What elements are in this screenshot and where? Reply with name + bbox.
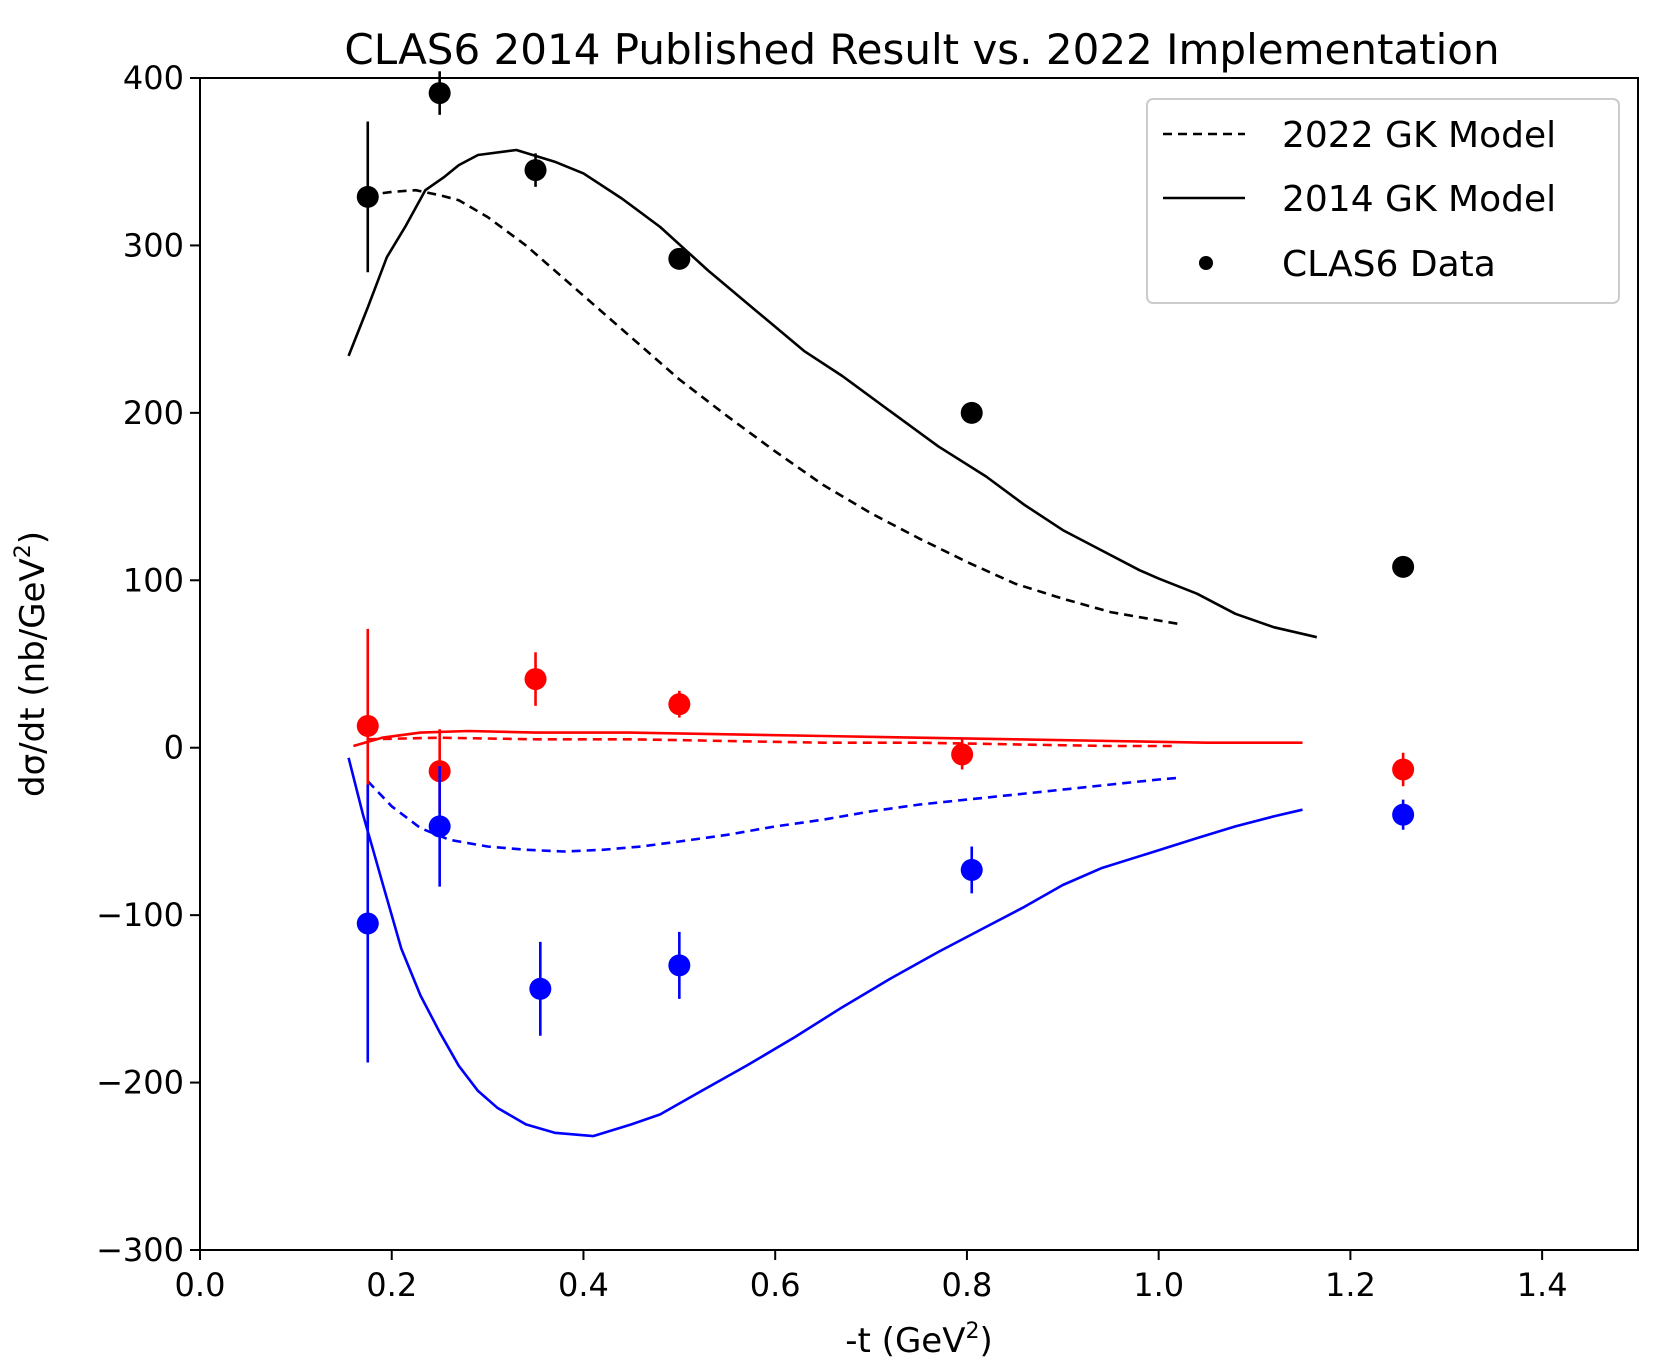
blue-2022-model-curve xyxy=(366,776,1178,853)
blue-2014-model-curve xyxy=(347,757,1303,1138)
red-2022-model-curve xyxy=(367,736,1178,748)
plot-frame xyxy=(199,77,1639,1251)
legend-marker-swatch xyxy=(1199,256,1213,270)
red-data-point xyxy=(951,743,974,766)
plot-area xyxy=(347,71,1415,1138)
blue-data-point xyxy=(529,977,552,1000)
x-tick-label: 0.0 xyxy=(175,1266,226,1304)
x-tick-label: 1.4 xyxy=(1517,1266,1568,1304)
chart-title: CLAS6 2014 Published Result vs. 2022 Imp… xyxy=(344,25,1499,74)
y-axis-label-superscript: 2 xyxy=(11,544,36,558)
x-tick-label: 1.2 xyxy=(1325,1266,1376,1304)
y-tick-label: 400 xyxy=(123,59,184,97)
y-tick-label: 100 xyxy=(123,561,184,599)
legend-label-2022: 2022 GK Model xyxy=(1282,115,1556,156)
blue-data-point xyxy=(428,815,451,838)
y-tick-label: −200 xyxy=(96,1064,184,1102)
black-data-point xyxy=(428,82,451,105)
y-axis-label: dσ/dt (nb/GeV2) xyxy=(11,531,53,797)
blue-data-point xyxy=(356,912,379,935)
black-data-point xyxy=(356,185,379,208)
y-tick-label: 0 xyxy=(164,729,184,767)
y-tick-label: −100 xyxy=(96,896,184,934)
blue-data-point xyxy=(668,954,691,977)
x-axis-label: -t (GeV2) xyxy=(845,1319,992,1360)
red-data-point xyxy=(668,693,691,716)
red-data-point xyxy=(524,668,547,691)
y-axis: −300 −200 −100 0 100 200 300 400 xyxy=(96,59,200,1269)
legend: 2022 GK Model 2014 GK Model CLAS6 Data xyxy=(1146,98,1620,304)
legend-label-2014: 2014 GK Model xyxy=(1282,179,1556,220)
x-axis-label-superscript: 2 xyxy=(965,1319,979,1344)
black-data-point xyxy=(668,247,691,270)
black-2022-model-curve xyxy=(367,188,1179,626)
black-data-point xyxy=(524,159,547,182)
legend-box xyxy=(1146,98,1620,304)
y-tick-label: 300 xyxy=(123,226,184,264)
x-tick-label: 0.2 xyxy=(366,1266,417,1304)
blue-data-point xyxy=(1392,803,1415,826)
x-tick-label: 1.0 xyxy=(1133,1266,1184,1304)
x-axis: 0.0 0.2 0.4 0.6 0.8 1.0 1.2 1.4 xyxy=(175,1250,1568,1304)
legend-label-data: CLAS6 Data xyxy=(1282,244,1496,285)
blue-data-point xyxy=(960,858,983,881)
red-2014-model-curve xyxy=(353,729,1303,748)
x-tick-label: 0.8 xyxy=(941,1266,992,1304)
black-data-point xyxy=(960,401,983,424)
black-data-point xyxy=(1392,555,1415,578)
red-data-point xyxy=(1392,758,1415,781)
black-2014-model-curve xyxy=(347,148,1318,639)
y-tick-label: −300 xyxy=(96,1231,184,1269)
y-tick-label: 200 xyxy=(123,394,184,432)
x-tick-label: 0.6 xyxy=(750,1266,801,1304)
red-data-point xyxy=(356,714,379,737)
x-tick-label: 0.4 xyxy=(558,1266,609,1304)
